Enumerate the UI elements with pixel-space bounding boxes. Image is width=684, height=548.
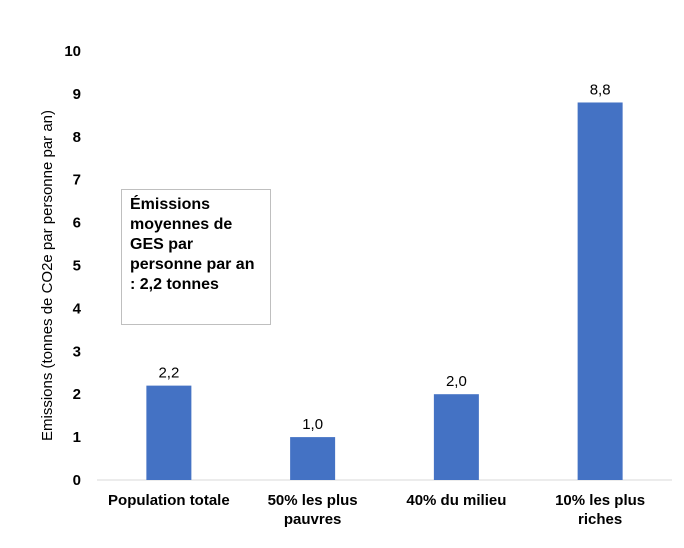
y-tick-label: 0 [73, 472, 81, 489]
y-axis-label: Emissions (tonnes de CO2e par personne p… [39, 110, 56, 441]
y-tick-label: 3 [73, 343, 81, 360]
bar [433, 394, 479, 480]
bar [146, 385, 192, 480]
category-label: 50% les plus pauvres [268, 492, 358, 528]
data-label: 1,0 [302, 416, 323, 433]
y-tick-label: 2 [73, 386, 81, 403]
y-tick-label: 7 [73, 172, 81, 189]
y-tick-label: 4 [73, 300, 82, 317]
category-label: 40% du milieu [406, 492, 506, 509]
bar [577, 102, 623, 480]
y-tick-label: 6 [73, 215, 81, 232]
y-tick-label: 5 [73, 258, 81, 275]
category-label: Population totale [108, 492, 230, 509]
data-label: 2,0 [446, 373, 467, 390]
y-tick-label: 1 [73, 429, 81, 446]
category-label: 10% les plus riches [555, 492, 645, 528]
y-tick-label: 8 [73, 129, 81, 146]
bar [290, 437, 336, 480]
data-label: 8,8 [590, 81, 611, 98]
data-label: 2,2 [158, 365, 179, 382]
y-tick-label: 9 [73, 86, 81, 103]
y-tick-label: 10 [64, 43, 81, 60]
annotation-box: Émissions moyennes de GES par personne p… [121, 189, 271, 325]
